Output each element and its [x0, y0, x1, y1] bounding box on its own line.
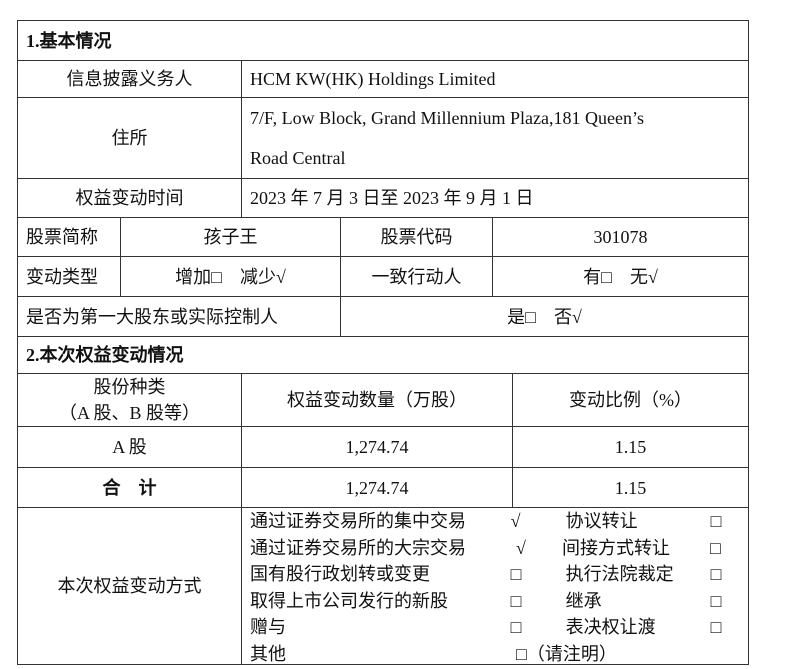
stock-code-value: 301078 — [492, 217, 749, 257]
method-row: 取得上市公司发行的新股 □ 继承 □ — [250, 588, 740, 615]
method-option: 国有股行政划转或变更 — [250, 564, 430, 584]
method-option: 间接方式转让 — [562, 537, 670, 558]
change-type-label: 变动类型 — [17, 256, 121, 297]
checkbox-mark[interactable]: □ — [710, 511, 722, 531]
method-option: 继承 — [565, 590, 602, 611]
section2-title: 2.本次权益变动情况 — [17, 336, 749, 374]
header-quantity: 权益变动数量（万股） — [241, 373, 513, 427]
header-share-type-line2: （A 股、B 股等） — [58, 403, 200, 423]
checkbox-mark[interactable]: □ — [710, 617, 722, 637]
controller-label: 是否为第一大股东或实际控制人 — [17, 296, 341, 337]
period-value: 2023 年 7 月 3 日至 2023 年 9 月 1 日 — [241, 178, 749, 218]
total-qty: 1,274.74 — [241, 467, 513, 508]
method-option: 通过证券交易所的集中交易 — [250, 511, 466, 531]
concert-label: 一致行动人 — [340, 256, 493, 297]
discloser-label: 信息披露义务人 — [17, 60, 242, 98]
concert-value: 有□ 无√ — [492, 256, 749, 297]
header-share-type-line1: 股份种类 — [93, 377, 166, 397]
method-option: 赠与 — [250, 617, 286, 637]
discloser-value: HCM KW(HK) Holdings Limited — [241, 60, 749, 98]
address-label: 住所 — [17, 97, 242, 179]
method-row: 通过证券交易所的集中交易 √ 协议转让 □ — [250, 508, 740, 535]
checkbox-mark[interactable]: □ — [710, 537, 721, 558]
section1-title: 1.基本情况 — [17, 20, 749, 61]
stock-name-label: 股票简称 — [17, 217, 121, 257]
controller-value: 是□ 否√ — [340, 296, 749, 337]
method-option: 表决权让渡 — [565, 617, 656, 637]
header-share-type: 股份种类 （A 股、B 股等） — [17, 373, 242, 427]
method-row: 国有股行政划转或变更 □ 执行法院裁定 □ — [250, 561, 740, 588]
method-grid: 通过证券交易所的集中交易 √ 协议转让 □ 通过证券交易所的大宗交易 √ 间接方式转让 □ … — [250, 508, 740, 667]
address-value: 7/F, Low Block, Grand Millennium Plaza,1… — [241, 97, 749, 179]
row-ratio: 1.15 — [512, 426, 749, 468]
method-option: 通过证券交易所的大宗交易 — [250, 537, 466, 558]
checkbox-mark[interactable]: □ — [510, 617, 522, 637]
total-ratio: 1.15 — [512, 467, 749, 508]
address-line-2: Road Central — [250, 148, 346, 168]
method-option: 其他 — [250, 643, 286, 664]
checkbox-mark[interactable]: □ — [510, 564, 522, 584]
method-cell — [241, 507, 749, 665]
change-type-value: 增加□ 减少√ — [120, 256, 341, 297]
row-qty: 1,274.74 — [241, 426, 513, 468]
method-option: 取得上市公司发行的新股 — [250, 590, 448, 611]
stock-name-value: 孩子王 — [120, 217, 341, 257]
method-option: 执行法院裁定 — [565, 564, 674, 584]
method-row: 其他 □（请注明） — [250, 641, 740, 668]
address-line-1: 7/F, Low Block, Grand Millennium Plaza,1… — [250, 108, 645, 128]
checkbox-mark[interactable]: □ — [710, 564, 722, 584]
period-label: 权益变动时间 — [17, 178, 242, 218]
checkbox-mark[interactable]: □ — [710, 590, 722, 611]
row-type: A 股 — [17, 426, 242, 468]
method-label: 本次权益变动方式 — [17, 507, 242, 665]
header-ratio: 变动比例（%） — [512, 373, 749, 427]
total-label: 合 计 — [17, 467, 242, 508]
checkbox-mark[interactable]: √ — [516, 537, 526, 558]
method-row: 赠与 □ 表决权让渡 □ — [250, 614, 740, 641]
stock-code-label: 股票代码 — [340, 217, 493, 257]
method-option: 协议转让 — [565, 511, 638, 531]
checkbox-mark[interactable]: □ — [510, 590, 522, 611]
method-row: 通过证券交易所的大宗交易 √ 间接方式转让 □ — [250, 535, 740, 562]
checkbox-mark-other[interactable]: □（请注明） — [516, 643, 617, 664]
checkbox-mark[interactable]: √ — [510, 511, 521, 531]
